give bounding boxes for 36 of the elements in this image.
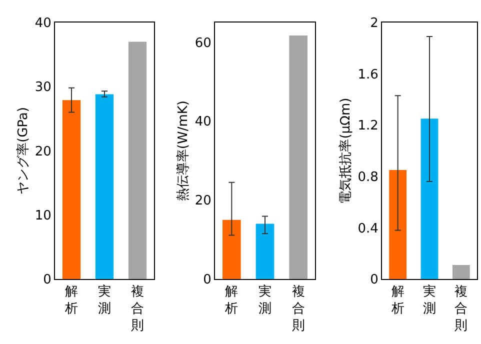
bar	[222, 220, 241, 280]
y-tick-label: 0	[203, 272, 212, 288]
x-tick-label: 実測	[423, 284, 436, 317]
x-tick-label: 解析	[390, 284, 404, 317]
y-tick-label: 60	[194, 36, 212, 51]
y-tick-label: 0.8	[358, 170, 378, 185]
x-tick-label: 複合則	[292, 284, 305, 334]
bar	[62, 100, 81, 280]
y-tick-label: 10	[34, 208, 52, 224]
bar	[128, 42, 147, 280]
y-tick-label: 40	[34, 16, 52, 31]
x-tick-label: 実測	[98, 284, 111, 317]
y-tick-label: 1.2	[358, 118, 378, 134]
x-tick-label: 解析	[64, 284, 78, 317]
y-tick-label: 40	[194, 114, 212, 130]
y-tick-label: 20	[194, 194, 212, 209]
y-tick-label: 0	[43, 272, 52, 288]
y-axis-title: 熱伝導率(W/mK)	[174, 100, 191, 202]
bar	[389, 170, 407, 280]
bar	[256, 224, 274, 280]
bar	[420, 118, 438, 280]
x-tick-label: 複合則	[454, 284, 468, 334]
y-tick-label: 0.4	[358, 221, 378, 236]
y-tick-label: 30	[34, 80, 52, 96]
bar	[95, 94, 114, 280]
y-tick-label: 20	[34, 144, 52, 160]
bar	[452, 264, 470, 280]
bar	[289, 35, 308, 280]
y-tick-label: 1.6	[358, 67, 378, 82]
x-tick-label: 実測	[258, 284, 272, 317]
y-tick-label: 0	[370, 272, 378, 288]
y-axis-title: ヤング率(GPa)	[14, 107, 31, 194]
x-tick-label: 複合則	[131, 284, 144, 334]
y-axis-title: 電気抵抗率(μΩm)	[338, 98, 354, 204]
x-tick-label: 解析	[224, 284, 238, 317]
y-tick-label: 2	[370, 16, 378, 31]
